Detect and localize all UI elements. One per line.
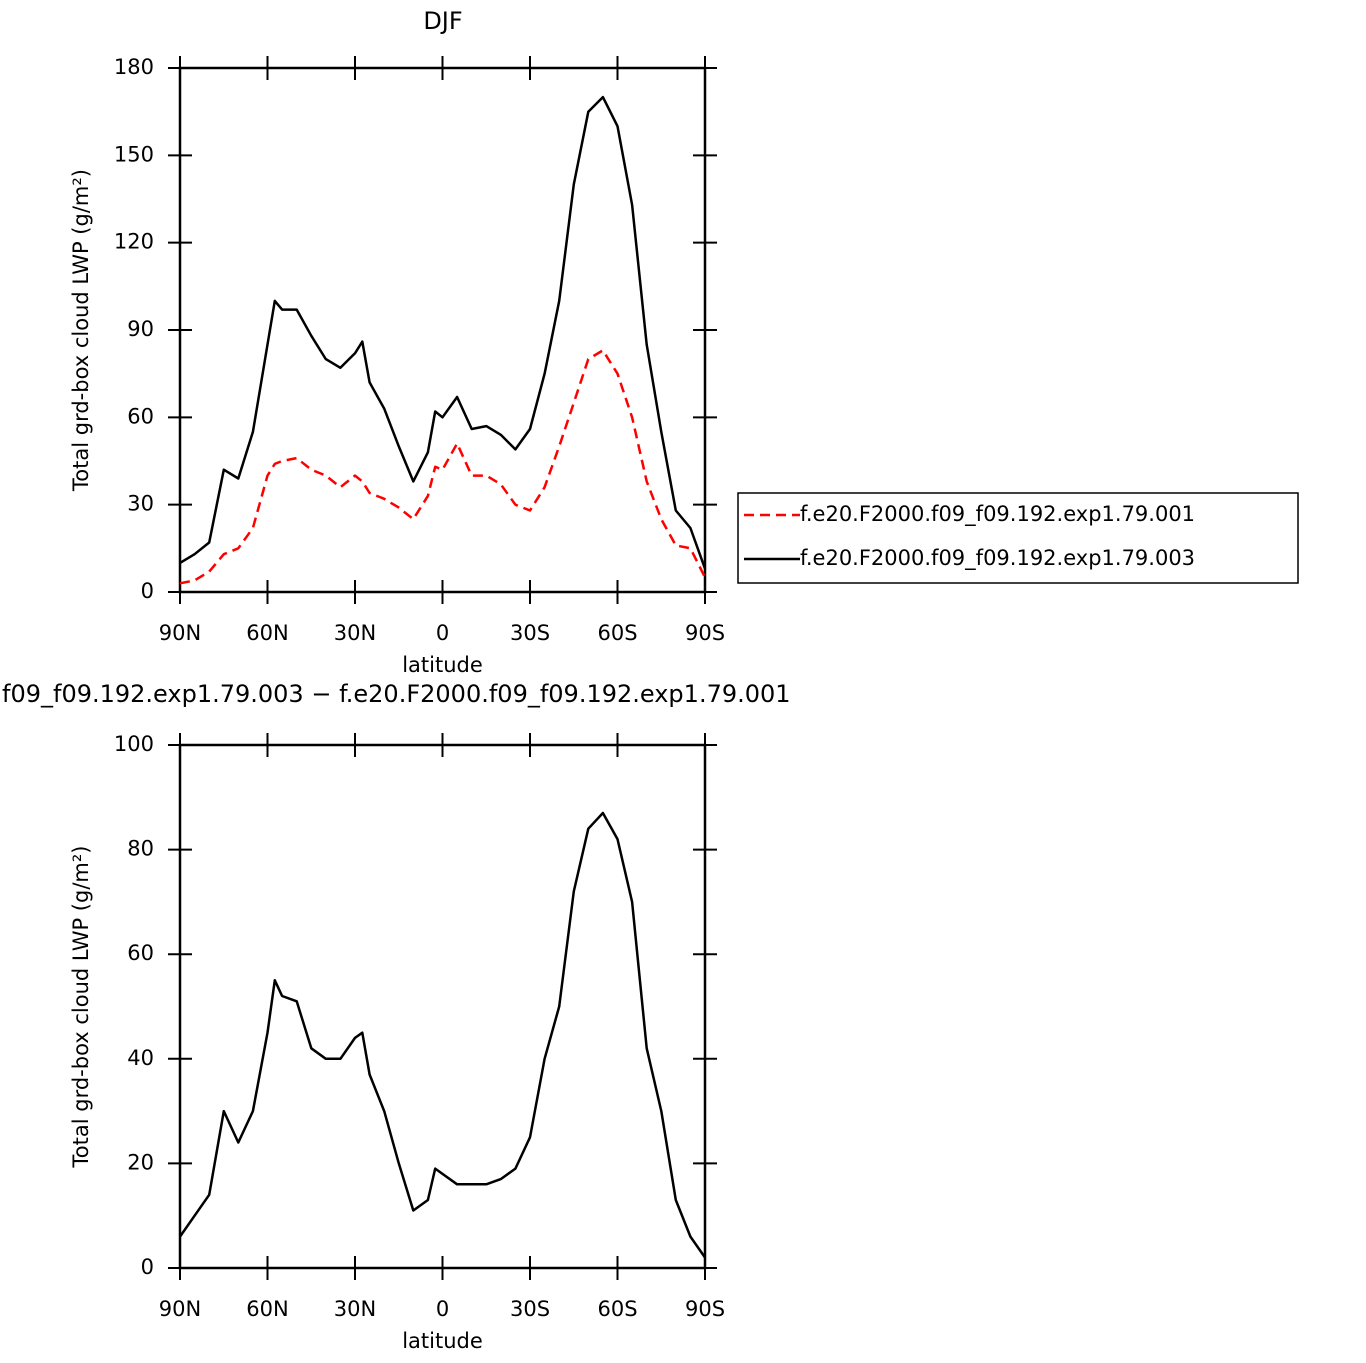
- legend-label: f.e20.F2000.f09_f09.192.exp1.79.003: [800, 546, 1195, 571]
- x-tick-label: 0: [436, 1297, 449, 1321]
- y-tick-label: 150: [114, 142, 154, 166]
- x-tick-label: 60S: [597, 621, 637, 645]
- series-line: [178, 811, 707, 1259]
- y-axis-label: Total grd-box cloud LWP (g/m²): [69, 846, 93, 1169]
- y-axis-label: Total grd-box cloud LWP (g/m²): [69, 169, 93, 492]
- y-tick-label: 40: [127, 1046, 154, 1070]
- x-tick-label: 90S: [685, 1297, 725, 1321]
- plot-frame: [178, 66, 707, 594]
- y-tick-label: 0: [141, 1255, 154, 1279]
- x-tick-label: 30N: [334, 1297, 376, 1321]
- x-tick-label: 60N: [246, 621, 288, 645]
- x-tick-label: 60N: [246, 1297, 288, 1321]
- y-tick-label: 80: [127, 837, 154, 861]
- x-axis-label: latitude: [402, 1329, 483, 1353]
- legend-label: f.e20.F2000.f09_f09.192.exp1.79.001: [800, 502, 1195, 527]
- y-tick-label: 120: [114, 230, 154, 254]
- x-tick-label: 30N: [334, 621, 376, 645]
- y-tick-label: 30: [127, 492, 154, 516]
- x-axis-label: latitude: [402, 653, 483, 677]
- chart-title: f09_f09.192.exp1.79.003 − f.e20.F2000.f0…: [2, 680, 791, 708]
- x-tick-label: 90N: [159, 1297, 201, 1321]
- x-tick-label: 90S: [685, 621, 725, 645]
- series-line: [179, 95, 707, 570]
- y-tick-label: 20: [127, 1150, 154, 1174]
- x-tick-label: 60S: [597, 1297, 637, 1321]
- x-tick-label: 0: [436, 621, 449, 645]
- y-tick-label: 100: [114, 732, 154, 756]
- x-tick-label: 30S: [510, 621, 550, 645]
- x-tick-label: 30S: [510, 1297, 550, 1321]
- x-tick-label: 90N: [159, 621, 201, 645]
- chart-title: DJF: [423, 7, 462, 35]
- legend-box: [737, 492, 1299, 584]
- y-tick-label: 0: [141, 579, 154, 603]
- series-line: [179, 349, 707, 585]
- plot-frame: [178, 743, 707, 1270]
- y-tick-label: 180: [114, 55, 154, 79]
- y-tick-label: 90: [127, 317, 154, 341]
- y-tick-label: 60: [127, 941, 154, 965]
- y-tick-label: 60: [127, 404, 154, 428]
